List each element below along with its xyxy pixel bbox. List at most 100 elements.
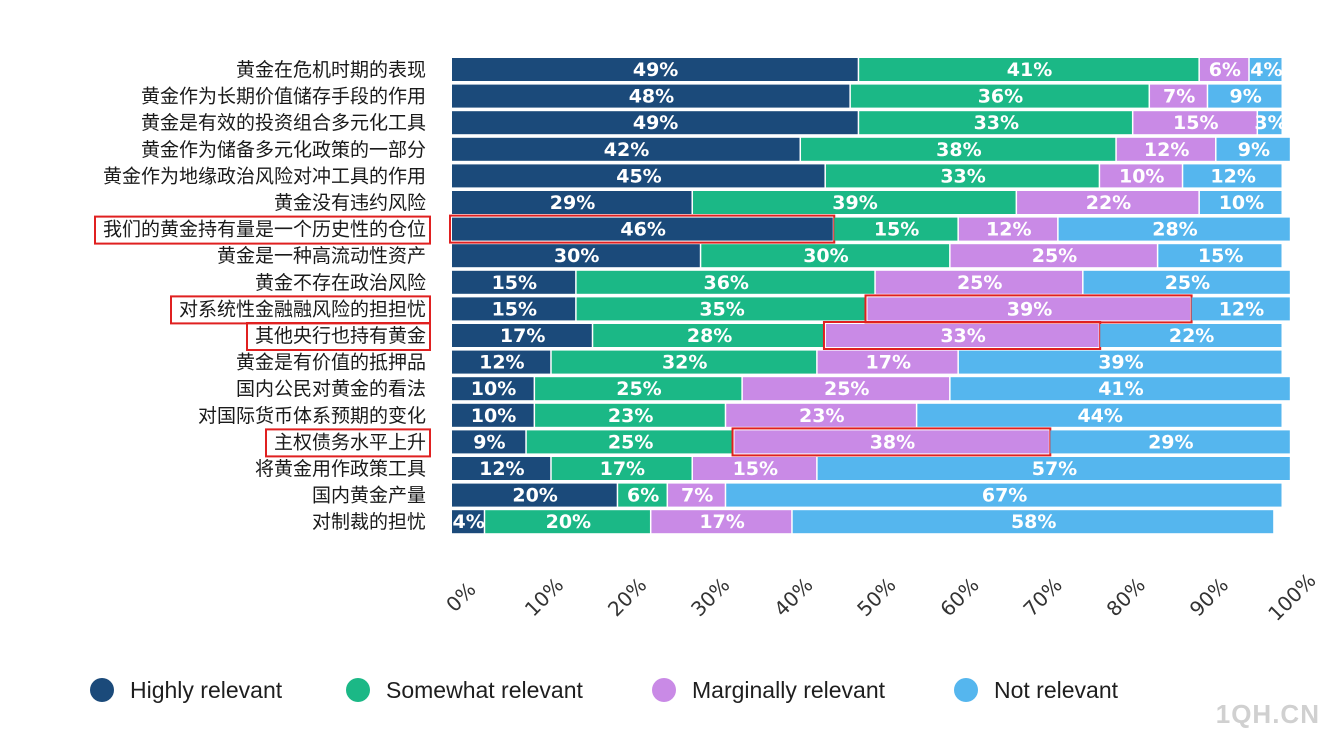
data-label: 23% bbox=[799, 405, 844, 427]
data-label: 58% bbox=[1011, 511, 1056, 533]
data-label: 36% bbox=[978, 86, 1023, 108]
highlight-box-category bbox=[246, 322, 431, 351]
data-label: 17% bbox=[500, 325, 545, 347]
bar-segment bbox=[452, 217, 833, 241]
data-label: 4% bbox=[452, 511, 484, 533]
bar-segment bbox=[875, 270, 1083, 294]
bar-segment bbox=[825, 164, 1099, 188]
category-label: 国内黄金产量 bbox=[312, 485, 426, 507]
bar-segment bbox=[958, 217, 1058, 241]
bar-segment bbox=[618, 483, 667, 507]
bar-segment bbox=[867, 297, 1191, 321]
bar-segment bbox=[1191, 297, 1290, 321]
data-label: 33% bbox=[940, 325, 985, 347]
bar-segment bbox=[452, 457, 551, 480]
data-label: 22% bbox=[1086, 192, 1131, 214]
data-label: 9% bbox=[473, 431, 505, 453]
bar-segment bbox=[452, 483, 617, 507]
data-label: 44% bbox=[1077, 405, 1122, 427]
bar-segment bbox=[1058, 217, 1290, 241]
bar-segment bbox=[1100, 164, 1182, 188]
category-label: 黄金作为地缘政治风险对冲工具的作用 bbox=[103, 165, 426, 187]
bar-segment bbox=[734, 430, 1049, 454]
bar-segment bbox=[452, 111, 858, 135]
data-label: 49% bbox=[633, 112, 678, 134]
legend-label-not-relevant: Not relevant bbox=[994, 676, 1119, 703]
data-label: 20% bbox=[546, 511, 591, 533]
bar-segment bbox=[526, 430, 734, 454]
x-tick-label: 80% bbox=[1102, 573, 1150, 621]
bar-segment bbox=[1199, 58, 1249, 81]
legend-item-highly-relevant: Highly relevant bbox=[90, 668, 282, 712]
category-label: 将黄金用作政策工具 bbox=[255, 458, 426, 480]
bar-segment bbox=[452, 270, 576, 294]
data-label: 3% bbox=[1254, 112, 1286, 134]
bar-segment bbox=[1050, 430, 1290, 454]
data-label: 23% bbox=[608, 405, 653, 427]
x-tick-label: 40% bbox=[769, 573, 817, 621]
data-label: 39% bbox=[832, 192, 877, 214]
data-label: 67% bbox=[982, 485, 1027, 507]
bar-segment bbox=[1158, 244, 1282, 268]
bar-segment bbox=[668, 483, 725, 507]
bar-segment bbox=[452, 377, 534, 401]
bar-segment bbox=[452, 191, 692, 214]
data-label: 10% bbox=[1119, 165, 1164, 187]
data-label: 25% bbox=[608, 431, 653, 453]
legend-label-marginally-relevant: Marginally relevant bbox=[692, 676, 886, 703]
bar-segment bbox=[1183, 164, 1282, 188]
bar-segment bbox=[859, 58, 1199, 81]
category-label: 黄金作为长期价值储存手段的作用 bbox=[141, 86, 426, 108]
category-label: 黄金不存在政治风险 bbox=[255, 272, 426, 294]
category-label: 我们的黄金持有量是一个历史性的仓位 bbox=[103, 219, 426, 241]
data-label: 29% bbox=[550, 192, 595, 214]
data-label: 7% bbox=[681, 485, 713, 507]
data-label: 4% bbox=[1250, 59, 1282, 81]
bar-segment bbox=[726, 483, 1282, 507]
bar-segment bbox=[452, 84, 850, 108]
category-label: 黄金是有价值的抵押品 bbox=[236, 352, 426, 374]
bar-segment bbox=[817, 350, 958, 374]
highlight-box-category bbox=[94, 215, 431, 245]
legend-swatch-marginally-relevant bbox=[652, 678, 676, 702]
legend-swatch-not-relevant bbox=[954, 678, 978, 702]
bar-segment bbox=[917, 403, 1282, 427]
x-tick-label: 50% bbox=[852, 573, 900, 621]
bar-segment bbox=[452, 403, 534, 427]
bar-segment bbox=[1017, 191, 1199, 214]
category-label: 黄金在危机时期的表现 bbox=[236, 59, 426, 81]
data-label: 38% bbox=[870, 431, 915, 453]
data-label: 17% bbox=[699, 511, 744, 533]
data-label: 25% bbox=[1032, 245, 1077, 267]
x-tick-label: 20% bbox=[603, 573, 651, 621]
bar-segment bbox=[801, 137, 1116, 161]
data-label: 15% bbox=[874, 219, 919, 241]
bar-segment bbox=[452, 244, 700, 268]
data-label: 42% bbox=[604, 139, 649, 161]
legend-item-somewhat-relevant: Somewhat relevant bbox=[346, 668, 583, 712]
bar-segment bbox=[535, 403, 725, 427]
bar-segment bbox=[452, 164, 825, 188]
data-label: 35% bbox=[699, 298, 744, 320]
bar-segment bbox=[742, 377, 950, 401]
data-label: 17% bbox=[600, 458, 645, 480]
category-label: 对国际货币体系预期的变化 bbox=[198, 405, 426, 427]
legend-item-not-relevant: Not relevant bbox=[954, 668, 1118, 712]
data-label: 46% bbox=[620, 219, 665, 241]
bar-segment bbox=[551, 457, 692, 480]
data-label: 12% bbox=[986, 219, 1031, 241]
data-label: 7% bbox=[1163, 86, 1195, 108]
data-label: 48% bbox=[629, 86, 674, 108]
data-label: 57% bbox=[1032, 458, 1077, 480]
data-label: 32% bbox=[662, 352, 707, 374]
bar-segment bbox=[485, 510, 650, 534]
data-label: 41% bbox=[1098, 378, 1143, 400]
bar-segment bbox=[726, 403, 916, 427]
x-tick-label: 30% bbox=[686, 573, 734, 621]
data-label: 29% bbox=[1148, 431, 1193, 453]
bar-segment bbox=[1133, 111, 1257, 135]
category-label: 国内公民对黄金的看法 bbox=[236, 378, 426, 400]
legend-swatch-highly-relevant bbox=[90, 678, 114, 702]
data-label: 9% bbox=[1229, 86, 1261, 108]
